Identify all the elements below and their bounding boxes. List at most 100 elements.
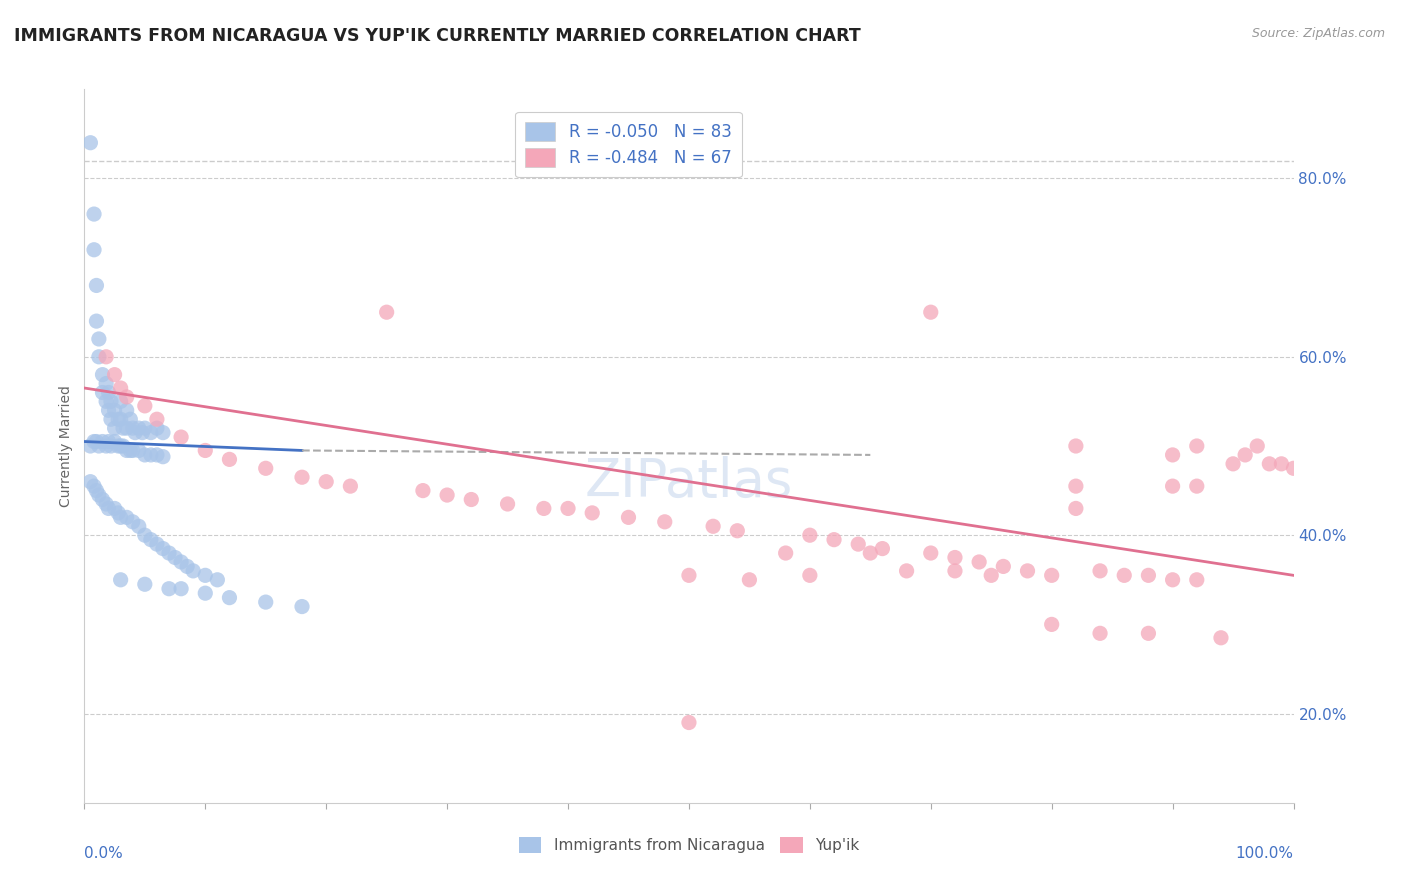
Point	[1040, 568, 1063, 582]
Point	[920, 305, 942, 319]
Point	[131, 425, 153, 440]
Point	[134, 448, 156, 462]
Point	[110, 381, 132, 395]
Point	[170, 555, 193, 569]
Point	[139, 448, 162, 462]
Point	[115, 443, 138, 458]
Point	[194, 443, 217, 458]
Point	[412, 483, 434, 498]
Point	[110, 573, 132, 587]
Point	[1137, 626, 1160, 640]
Point	[83, 243, 105, 257]
Point	[86, 314, 108, 328]
Point	[146, 412, 169, 426]
Point	[725, 524, 748, 538]
Point	[94, 497, 117, 511]
Point	[152, 450, 174, 464]
Point	[97, 434, 120, 449]
Point	[846, 537, 869, 551]
Point	[121, 515, 143, 529]
Point	[557, 501, 579, 516]
Point	[86, 278, 108, 293]
Point	[87, 332, 110, 346]
Point	[170, 582, 193, 596]
Point	[1161, 479, 1184, 493]
Point	[87, 439, 110, 453]
Legend: Immigrants from Nicaragua, Yup'ik: Immigrants from Nicaragua, Yup'ik	[512, 831, 866, 859]
Text: 0.0%: 0.0%	[84, 846, 124, 861]
Point	[218, 591, 240, 605]
Point	[533, 501, 555, 516]
Point	[1017, 564, 1039, 578]
Point	[1161, 573, 1184, 587]
Point	[94, 350, 117, 364]
Point	[194, 586, 217, 600]
Point	[291, 599, 314, 614]
Point	[79, 475, 101, 489]
Point	[823, 533, 845, 547]
Point	[115, 390, 138, 404]
Point	[91, 434, 114, 449]
Point	[121, 443, 143, 458]
Point	[176, 559, 198, 574]
Point	[115, 510, 138, 524]
Point	[87, 488, 110, 502]
Point	[110, 439, 132, 453]
Point	[134, 399, 156, 413]
Point	[315, 475, 337, 489]
Point	[1258, 457, 1281, 471]
Point	[91, 368, 114, 382]
Point	[460, 492, 482, 507]
Point	[1185, 573, 1208, 587]
Point	[218, 452, 240, 467]
Point	[94, 376, 117, 391]
Point	[872, 541, 894, 556]
Point	[678, 715, 700, 730]
Point	[799, 568, 821, 582]
Point	[112, 421, 135, 435]
Point	[134, 528, 156, 542]
Point	[124, 425, 146, 440]
Point	[86, 483, 108, 498]
Point	[165, 550, 187, 565]
Point	[134, 421, 156, 435]
Point	[291, 470, 314, 484]
Point	[375, 305, 398, 319]
Point	[1064, 501, 1087, 516]
Point	[94, 394, 117, 409]
Point	[254, 461, 277, 475]
Point	[97, 501, 120, 516]
Point	[128, 519, 150, 533]
Point	[1222, 457, 1244, 471]
Point	[83, 479, 105, 493]
Point	[139, 533, 162, 547]
Point	[112, 439, 135, 453]
Point	[1185, 479, 1208, 493]
Point	[967, 555, 990, 569]
Point	[581, 506, 603, 520]
Point	[97, 403, 120, 417]
Point	[943, 550, 966, 565]
Point	[100, 394, 122, 409]
Point	[146, 448, 169, 462]
Point	[678, 568, 700, 582]
Point	[139, 425, 162, 440]
Text: Source: ZipAtlas.com: Source: ZipAtlas.com	[1251, 27, 1385, 40]
Point	[993, 559, 1015, 574]
Point	[1088, 626, 1111, 640]
Point	[1270, 457, 1292, 471]
Point	[94, 439, 117, 453]
Text: IMMIGRANTS FROM NICARAGUA VS YUP'IK CURRENTLY MARRIED CORRELATION CHART: IMMIGRANTS FROM NICARAGUA VS YUP'IK CURR…	[14, 27, 860, 45]
Point	[107, 439, 129, 453]
Point	[436, 488, 458, 502]
Point	[194, 568, 217, 582]
Point	[157, 582, 180, 596]
Point	[79, 136, 101, 150]
Point	[896, 564, 918, 578]
Text: ZIPatlas: ZIPatlas	[585, 456, 793, 508]
Point	[207, 573, 229, 587]
Point	[1040, 617, 1063, 632]
Text: 100.0%: 100.0%	[1236, 846, 1294, 861]
Point	[104, 421, 127, 435]
Point	[1161, 448, 1184, 462]
